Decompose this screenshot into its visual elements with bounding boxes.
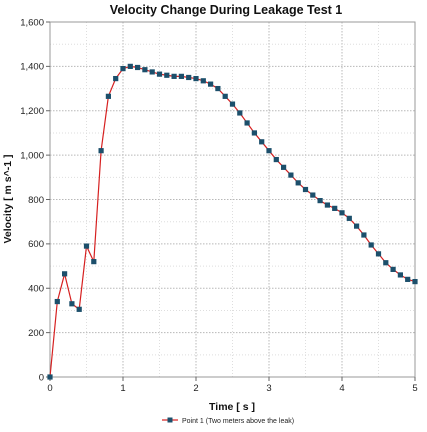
data-point-marker	[346, 215, 352, 221]
x-tick-label: 0	[47, 383, 52, 394]
data-point-marker	[266, 148, 272, 154]
data-point-marker	[69, 301, 75, 307]
y-tick-label: 800	[28, 195, 44, 206]
data-point-marker	[375, 251, 382, 257]
data-point-marker	[229, 101, 236, 107]
y-tick-label: 1,200	[20, 106, 44, 117]
data-point-marker	[171, 73, 177, 79]
data-point-marker	[390, 266, 396, 272]
legend: Point 1 (Two meters above the leak)	[162, 417, 294, 425]
data-point-marker	[354, 223, 360, 229]
data-point-marker	[186, 74, 192, 81]
y-tick-label: 1,600	[20, 17, 44, 28]
y-tick-label: 600	[28, 239, 44, 250]
data-point-marker	[412, 278, 418, 285]
y-tick-label: 200	[28, 328, 44, 339]
data-point-marker	[397, 272, 403, 278]
data-point-marker	[244, 120, 250, 126]
data-point-marker	[135, 64, 141, 71]
y-axis-label: Velocity [ m s^-1 ]	[2, 155, 14, 244]
data-point-marker	[76, 306, 82, 312]
data-point-marker	[105, 93, 111, 99]
data-point-marker	[383, 260, 389, 266]
y-tick-label: 0	[39, 372, 44, 383]
y-tick-label: 400	[28, 284, 44, 295]
data-point-marker	[215, 85, 221, 92]
data-point-marker	[405, 276, 411, 282]
y-tick-label: 1,000	[20, 150, 44, 161]
data-point-marker	[193, 75, 199, 82]
data-point-marker	[83, 243, 90, 249]
data-point-marker	[295, 180, 301, 186]
data-point-marker	[251, 130, 257, 136]
data-point-marker	[149, 69, 155, 75]
x-tick-label: 3	[266, 383, 271, 394]
data-point-marker	[113, 75, 119, 82]
legend-label: Point 1 (Two meters above the leak)	[182, 418, 294, 425]
data-point-marker	[324, 202, 330, 208]
data-point-marker	[310, 192, 316, 198]
data-point-marker	[361, 232, 367, 238]
data-point-marker	[47, 374, 53, 380]
data-point-marker	[54, 298, 60, 305]
data-point-marker	[142, 67, 148, 73]
data-point-marker	[164, 72, 170, 78]
data-point-marker	[368, 242, 374, 248]
legend-swatch-marker	[167, 417, 173, 423]
chart-title: Velocity Change During Leakage Test 1	[110, 3, 343, 17]
x-tick-label: 2	[193, 383, 198, 394]
data-point-marker	[98, 148, 104, 154]
data-point-marker	[178, 73, 184, 79]
x-axis-label: Time [ s ]	[209, 401, 255, 413]
series-layer	[47, 63, 418, 380]
data-point-marker	[332, 205, 338, 211]
data-point-marker	[302, 186, 309, 193]
data-point-marker	[288, 172, 294, 178]
data-point-marker	[237, 110, 243, 116]
y-tick-label: 1,400	[20, 62, 44, 73]
axis-layer: 0 1 2 3 4 5 0 200 400 600 800 1,000 1,200 1,400 1,600	[20, 17, 417, 394]
data-point-marker	[339, 210, 345, 216]
data-point-marker	[156, 71, 163, 77]
data-point-marker	[127, 63, 133, 69]
grid-layer	[50, 22, 415, 377]
data-point-marker	[62, 271, 68, 277]
data-point-marker	[317, 198, 323, 204]
data-point-marker	[259, 139, 265, 145]
data-point-marker	[200, 78, 206, 84]
data-point-marker	[281, 164, 287, 170]
data-point-marker	[273, 156, 279, 163]
x-tick-label: 4	[339, 383, 344, 394]
data-point-marker	[208, 81, 214, 87]
data-point-marker	[91, 259, 97, 265]
x-tick-label: 5	[412, 383, 417, 394]
data-point-marker	[222, 93, 228, 99]
x-tick-label: 1	[120, 383, 125, 394]
data-point-marker	[120, 65, 126, 72]
